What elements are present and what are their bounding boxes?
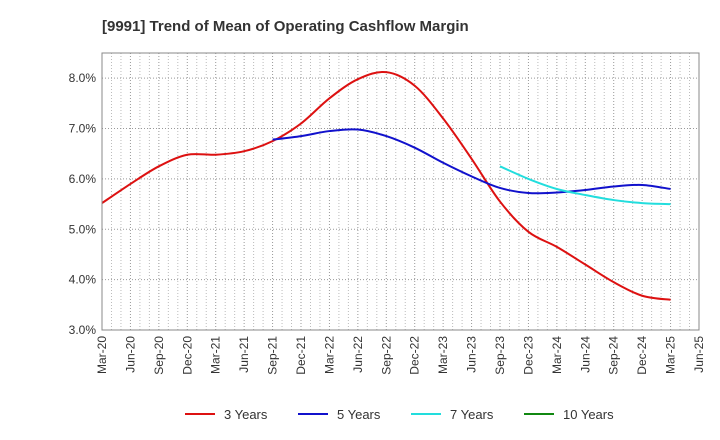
legend-label-7-years: 7 Years bbox=[450, 407, 494, 422]
legend: 3 Years 5 Years 7 Years 10 Years bbox=[185, 407, 614, 422]
x-tick-label: Jun-20 bbox=[123, 336, 137, 373]
x-tick-label: Sep-22 bbox=[379, 336, 393, 375]
legend-label-5-years: 5 Years bbox=[337, 407, 381, 422]
y-tick-label: 6.0% bbox=[69, 172, 97, 186]
y-tick-label: 4.0% bbox=[69, 273, 97, 287]
y-axis: 3.0% 4.0% 5.0% 6.0% 7.0% 8.0% bbox=[69, 71, 97, 337]
x-tick-label: Mar-24 bbox=[550, 336, 564, 374]
x-tick-label: Mar-20 bbox=[95, 336, 109, 374]
series-line-7-years bbox=[499, 165, 671, 206]
x-tick-label: Sep-21 bbox=[266, 336, 280, 375]
chart-title: [9991] Trend of Mean of Operating Cashfl… bbox=[102, 18, 469, 35]
x-tick-label: Mar-25 bbox=[664, 336, 678, 374]
x-tick-label: Dec-21 bbox=[294, 336, 308, 375]
series-line-5-years bbox=[272, 128, 671, 195]
legend-label-3-years: 3 Years bbox=[224, 407, 268, 422]
y-tick-label: 3.0% bbox=[69, 323, 97, 337]
y-tick-label: 7.0% bbox=[69, 122, 97, 136]
x-tick-label: Sep-24 bbox=[607, 336, 621, 375]
series-lines bbox=[101, 70, 671, 301]
x-tick-label: Sep-20 bbox=[152, 336, 166, 375]
grid bbox=[102, 53, 699, 330]
x-tick-label: Dec-22 bbox=[408, 336, 422, 375]
x-tick-label: Jun-23 bbox=[465, 336, 479, 373]
x-tick-label: Dec-23 bbox=[521, 336, 535, 375]
x-tick-label: Jun-21 bbox=[237, 336, 251, 373]
x-tick-label: Mar-22 bbox=[322, 336, 336, 374]
x-tick-label: Dec-24 bbox=[635, 336, 649, 375]
plot-area bbox=[101, 52, 700, 331]
x-tick-label: Mar-23 bbox=[436, 336, 450, 374]
x-tick-label: Jun-22 bbox=[351, 336, 365, 373]
y-tick-label: 5.0% bbox=[69, 222, 97, 236]
x-tick-label: Mar-21 bbox=[209, 336, 223, 374]
x-tick-label: Jun-24 bbox=[578, 336, 592, 373]
x-tick-label: Dec-20 bbox=[180, 336, 194, 375]
x-tick-label: Jun-25 bbox=[692, 336, 706, 373]
x-axis: Mar-20 Jun-20 Sep-20 Dec-20 Mar-21 Jun-21 Sep-… bbox=[95, 336, 706, 375]
series-line-3-years bbox=[101, 70, 671, 301]
x-tick-label: Sep-23 bbox=[493, 336, 507, 375]
y-tick-label: 8.0% bbox=[69, 71, 97, 85]
legend-label-10-years: 10 Years bbox=[563, 407, 614, 422]
